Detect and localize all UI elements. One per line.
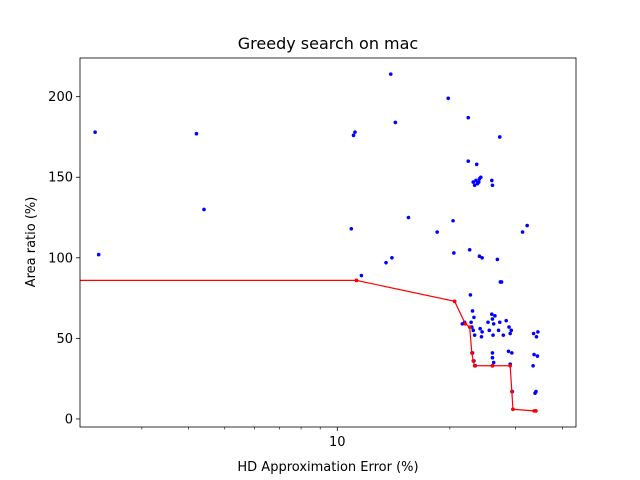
data-point: [471, 180, 476, 184]
data-point: [476, 180, 481, 184]
data-point: [194, 131, 199, 136]
data-point: [393, 120, 398, 125]
data-point: [472, 315, 476, 320]
data-point: [388, 72, 393, 76]
y-axis-label: Area ratio (%): [24, 197, 39, 288]
data-point: [490, 178, 494, 183]
data-point: [474, 178, 478, 183]
data-point: [534, 389, 538, 394]
x-axis-label: HD Approximation Error (%): [237, 460, 418, 475]
data-point: [96, 252, 101, 257]
plot-frame: [79, 57, 577, 428]
greedy-path-point: [534, 409, 538, 413]
greedy-path-point: [472, 363, 477, 368]
greedy-path-point: [467, 325, 472, 329]
data-point: [384, 260, 388, 265]
data-point: [520, 230, 525, 234]
greedy-path-point: [354, 278, 359, 283]
data-point: [508, 331, 512, 336]
data-point: [472, 183, 477, 188]
data-point: [490, 355, 495, 360]
greedy-path-point: [452, 299, 457, 304]
greedy-path-point: [511, 407, 515, 412]
data-point: [506, 349, 511, 354]
data-point: [497, 135, 502, 139]
data-point: [525, 223, 529, 228]
y-tick-label: 150: [48, 171, 73, 186]
data-point: [479, 334, 484, 339]
data-point: [486, 320, 490, 325]
y-tick-label: 50: [56, 332, 73, 347]
data-point: [466, 159, 471, 163]
data-point: [472, 333, 477, 337]
data-point: [467, 247, 472, 252]
data-point: [452, 251, 456, 255]
axis-layer: 0 50 100 150 200 10: [48, 90, 563, 450]
greedy-path-point: [463, 322, 468, 326]
data-point: [490, 351, 495, 355]
data-point: [490, 312, 494, 317]
data-point: [480, 330, 484, 334]
data-point: [349, 227, 354, 231]
data-point: [351, 133, 356, 138]
data-point: [495, 257, 500, 262]
data-point: [466, 115, 471, 120]
data-point: [474, 162, 479, 167]
data-point: [499, 280, 504, 284]
y-tick-label: 0: [65, 412, 73, 427]
data-point: [507, 325, 511, 329]
greedy-path-point: [471, 359, 476, 363]
data-point: [390, 256, 394, 260]
chart-title: Greedy search on mac: [238, 34, 418, 53]
data-point: [532, 352, 536, 357]
data-point: [490, 317, 495, 321]
data-point: [501, 333, 506, 337]
data-point: [491, 322, 496, 326]
data-point: [468, 293, 473, 297]
data-point: [496, 328, 501, 333]
data-point: [531, 363, 535, 368]
data-point: [534, 334, 539, 339]
data-point: [93, 130, 97, 134]
data-point: [535, 354, 540, 358]
data-point: [435, 230, 439, 234]
greedy-path-point: [470, 351, 474, 355]
data-point: [509, 328, 514, 333]
data-point: [477, 254, 482, 258]
data-point: [446, 96, 451, 101]
data-point: [504, 318, 509, 323]
x-tick-label: 10: [329, 435, 346, 450]
data-point: [470, 309, 475, 313]
data-point: [353, 130, 357, 134]
data-point: [493, 314, 497, 318]
data-point: [480, 256, 484, 260]
y-tick-label: 100: [48, 251, 73, 266]
data-point: [469, 320, 473, 325]
data-point: [359, 273, 364, 278]
greedy-path-point: [508, 363, 512, 368]
data-point: [536, 330, 540, 334]
data-point: [497, 320, 502, 325]
data-point: [478, 326, 482, 331]
plot-layer: [80, 72, 540, 413]
data-point: [202, 207, 206, 212]
data-point: [491, 333, 495, 337]
data-point: [487, 328, 492, 333]
greedy-path-point: [510, 389, 514, 394]
data-point: [510, 351, 514, 355]
data-point: [491, 360, 496, 365]
greedy-path-line: [80, 279, 536, 412]
data-point: [471, 328, 476, 333]
y-tick-label: 200: [48, 90, 73, 105]
data-point: [478, 175, 483, 180]
data-point: [531, 331, 536, 336]
data-point: [406, 215, 411, 220]
data-point: [451, 218, 455, 223]
data-point: [490, 183, 495, 188]
greedy-path-point: [490, 363, 495, 368]
